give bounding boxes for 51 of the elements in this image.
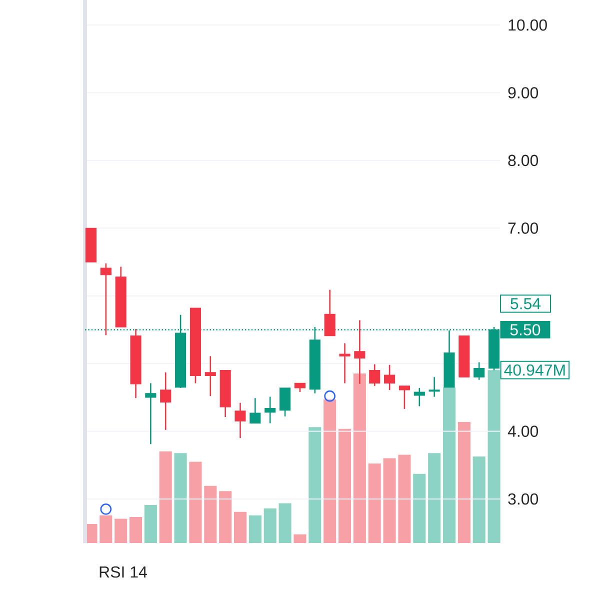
candlestick xyxy=(100,262,112,336)
bar xyxy=(189,462,202,543)
bar xyxy=(248,515,262,543)
bar xyxy=(428,453,441,543)
y-tick-label: 10.00 xyxy=(508,19,547,31)
bar xyxy=(413,474,426,543)
bar xyxy=(174,453,187,543)
candlestick xyxy=(339,342,350,384)
text: 5.54 xyxy=(510,298,541,310)
candlestick xyxy=(280,387,291,418)
candlestick xyxy=(145,382,156,445)
bar xyxy=(368,463,381,543)
candlestick xyxy=(474,362,485,380)
bar xyxy=(159,451,172,543)
bar xyxy=(472,456,486,543)
candlestick xyxy=(250,397,261,424)
bar xyxy=(458,422,470,543)
bar xyxy=(219,491,232,543)
candlestick xyxy=(234,402,246,439)
bar xyxy=(308,427,322,543)
y-tick-label: 9.00 xyxy=(508,87,538,98)
bar xyxy=(114,518,128,543)
bar xyxy=(278,503,292,543)
bar xyxy=(144,504,157,543)
y-tick-label: 7.00 xyxy=(508,222,538,234)
bar xyxy=(234,512,247,543)
candlestick xyxy=(369,364,380,387)
candlestick xyxy=(324,289,336,336)
text: RSI 14 xyxy=(100,566,147,578)
candlestick xyxy=(384,364,396,391)
bar xyxy=(204,486,217,543)
bar xyxy=(294,534,306,543)
candlestick xyxy=(264,396,276,424)
y-tick-label: 4.00 xyxy=(508,426,538,437)
bar xyxy=(129,517,142,543)
bar xyxy=(383,458,396,543)
bar xyxy=(398,454,411,543)
candlestick xyxy=(398,385,410,410)
bar xyxy=(353,374,366,543)
candlestick xyxy=(414,387,425,407)
y-tick-label: 8.00 xyxy=(508,154,538,166)
text: 40.947M xyxy=(504,364,565,376)
y-tick-label: 3.00 xyxy=(508,493,538,505)
bar xyxy=(338,428,352,543)
candlestick xyxy=(428,376,440,398)
candlestick xyxy=(160,372,172,431)
bar xyxy=(100,515,112,543)
ref-line-label: 5.50 xyxy=(510,324,540,336)
bar xyxy=(264,508,276,543)
candlestick xyxy=(204,355,216,397)
bar xyxy=(324,399,336,543)
